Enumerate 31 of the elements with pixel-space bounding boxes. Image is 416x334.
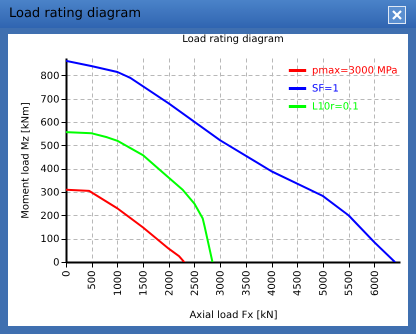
x-tick-label: 3000 [216,270,227,296]
x-tick-label: 1000 [112,270,124,296]
chart-title: Load rating diagram [182,34,284,45]
legend-label: L10r=0.1 [312,102,359,112]
y-tick-label: 100 [40,234,60,246]
x-tick-label: 3500 [241,270,252,296]
x-tick-label: 5000 [318,270,330,296]
x-tick-label: 6000 [370,270,381,296]
x-tick-label: 2000 [164,270,176,296]
x-tick-label: 5500 [344,270,356,296]
y-tick-label: 300 [40,188,60,199]
x-tick-label: 2500 [190,270,201,296]
x-tick-label: 4500 [292,270,304,296]
line-series [66,131,214,262]
x-tick-label: 500 [87,270,98,290]
legend-label: pmax=3000 MPa [312,66,398,76]
y-axis-title: Moment load Mz [kNm] [20,102,32,219]
y-tick-label: 600 [40,118,60,129]
y-tick-label: 0 [53,258,60,268]
x-tick-label: 0 [62,270,72,277]
x-tick-label: 1500 [138,270,150,296]
y-tick-label: 200 [40,210,60,222]
legend-label: SF=1 [312,84,339,94]
y-tick-label: 700 [40,94,60,106]
y-tick-label: 400 [40,164,60,176]
x-tick-label: 4000 [267,270,278,296]
text: Load rating diagram [9,6,142,21]
line-series [66,188,186,262]
y-tick-label: 800 [40,70,60,82]
x-axis-title: Axial load Fx [kN] [189,310,278,321]
y-tick-label: 500 [40,140,60,152]
